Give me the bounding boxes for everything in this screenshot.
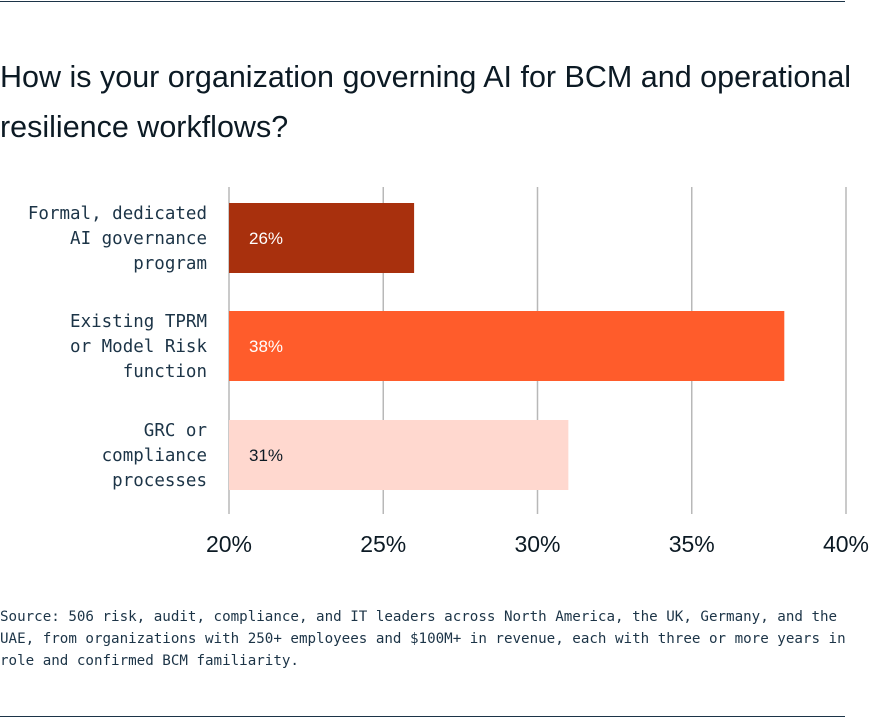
bar-value-label-3: 31% [249,446,283,465]
x-tick-label-25: 25% [360,531,406,557]
category-label-1: Formal, dedicated AI governance program [28,204,207,274]
x-tick-label-40: 40% [823,531,869,557]
category-label-3: GRC or compliance processes [102,421,207,491]
x-tick-label-30: 30% [514,531,560,557]
bottom-rule [0,716,845,717]
x-tick-label-35: 35% [669,531,715,557]
category-label-line: Existing TPRM [70,312,207,332]
bar-1 [229,203,415,273]
category-label-line: function [123,362,207,382]
bar-2 [229,311,785,381]
bar-chart: 26% Formal, dedicated AI governance program… [28,187,869,557]
top-rule [0,1,845,2]
bar-3 [229,420,569,490]
x-tick-label-20: 20% [206,531,252,557]
category-label-line: Formal, dedicated [28,204,207,224]
category-label-2: Existing TPRM or Model Risk function [70,312,207,382]
category-label-line: program [133,254,207,274]
category-label-line: processes [112,471,207,491]
category-label-line: GRC or [144,421,207,441]
bar-value-label-1: 26% [249,229,283,248]
bar-value-label-2: 38% [249,337,283,356]
chart-title: How is your organization governing AI fo… [0,60,852,144]
category-label-line: AI governance [70,229,207,249]
category-label-line: or Model Risk [70,337,207,357]
category-label-line: compliance [102,446,207,466]
source-note: Source: 506 risk, audit, compliance, and… [0,609,846,669]
